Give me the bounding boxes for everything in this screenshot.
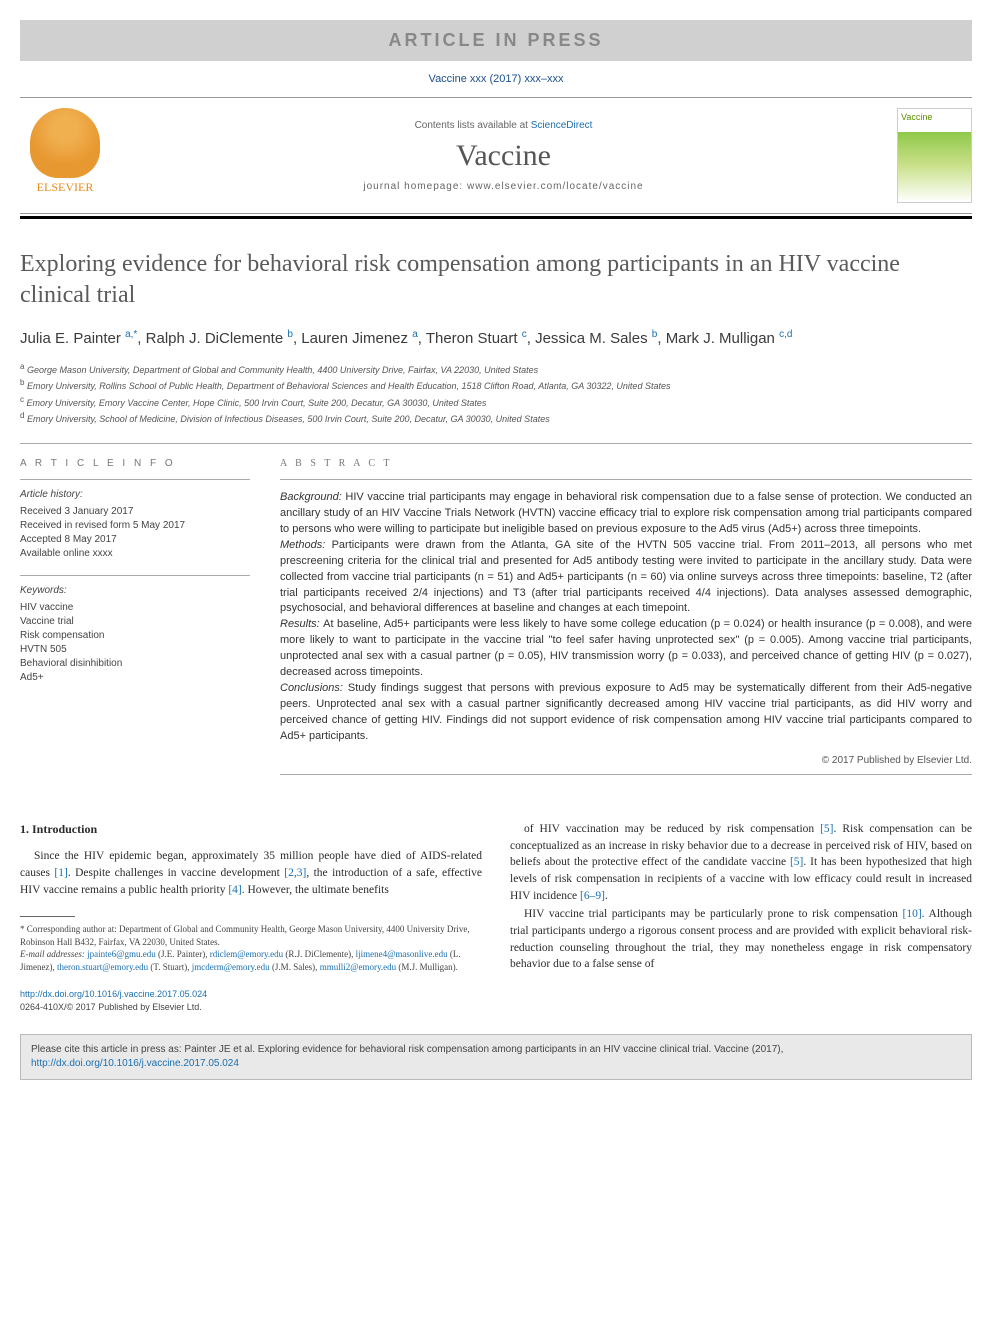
author: Theron Stuart c [426,330,527,347]
author: Mark J. Mulligan c,d [666,330,793,347]
author: Ralph J. DiClemente b [146,330,293,347]
abstract-col: A B S T R A C T Background: HIV vaccine … [280,458,972,785]
abstract-text: Background: HIV vaccine trial participan… [280,490,972,745]
author: Lauren Jimenez a [301,330,417,347]
keyword: Vaccine trial [20,615,250,629]
email-link[interactable]: mmulli2@emory.edu [320,962,396,972]
intro-paragraph-3: HIV vaccine trial participants may be pa… [510,906,972,973]
email-link[interactable]: ljimene4@masonlive.edu [356,949,448,959]
issn-copyright: 0264-410X/© 2017 Published by Elsevier L… [20,1002,202,1012]
homepage-label: journal homepage: [363,181,467,192]
emails-footnote: E-mail addresses: jpainte6@gmu.edu (J.E.… [20,948,482,973]
info-abstract-row: A R T I C L E I N F O Article history: R… [20,458,972,785]
keyword: Risk compensation [20,629,250,643]
affiliations-list: a George Mason University, Department of… [20,361,972,427]
cite-box: Please cite this article in press as: Pa… [20,1034,972,1080]
ref-link[interactable]: [6–9] [580,890,605,902]
article-info-col: A R T I C L E I N F O Article history: R… [20,458,250,785]
article-in-press-banner: ARTICLE IN PRESS [20,20,972,61]
contents-text: Contents lists available at [415,120,531,131]
ref-link[interactable]: [1] [54,867,67,879]
history-line: Received 3 January 2017 [20,505,250,519]
keyword: Behavioral disinhibition [20,657,250,671]
ref-link[interactable]: [5] [790,856,803,868]
email-link[interactable]: jpainte6@gmu.edu [87,949,156,959]
history-label: Article history: [20,488,250,502]
history-line: Received in revised form 5 May 2017 [20,519,250,533]
black-rule [20,216,972,219]
article-history-block: Article history: Received 3 January 2017… [20,479,250,561]
abstract-top-rule [280,479,972,480]
abstract-copyright: © 2017 Published by Elsevier Ltd. [280,755,972,766]
affiliation: c Emory University, Emory Vaccine Center… [20,394,972,411]
email-link[interactable]: jmcderm@emory.edu [192,962,270,972]
section-heading: 1. Introduction [20,821,482,838]
ref-link[interactable]: [5] [820,823,833,835]
top-citation: Vaccine xxx (2017) xxx–xxx [20,61,972,97]
intro-paragraph-2: of HIV vaccination may be reduced by ris… [510,821,972,904]
elsevier-logo: ELSEVIER [20,108,110,203]
affiliation: b Emory University, Rollins School of Pu… [20,377,972,394]
article-info-header: A R T I C L E I N F O [20,458,250,469]
abstract-header: A B S T R A C T [280,458,972,469]
homepage-url[interactable]: www.elsevier.com/locate/vaccine [467,181,644,192]
ref-link[interactable]: [4] [228,884,241,896]
affiliation: a George Mason University, Department of… [20,361,972,378]
email-link[interactable]: theron.stuart@emory.edu [57,962,148,972]
cite-doi-link[interactable]: http://dx.doi.org/10.1016/j.vaccine.2017… [31,1058,239,1069]
column-right: of HIV vaccination may be reduced by ris… [510,821,972,1014]
sciencedirect-link[interactable]: ScienceDirect [531,120,593,131]
journal-name: Vaccine [110,139,897,173]
keywords-block: Keywords: HIV vaccineVaccine trialRisk c… [20,575,250,685]
ref-link[interactable]: [2,3] [284,867,306,879]
abstract-bottom-rule [280,774,972,775]
doi-block: http://dx.doi.org/10.1016/j.vaccine.2017… [20,988,482,1014]
keyword: HIV vaccine [20,601,250,615]
ref-link[interactable]: [10] [903,908,922,920]
history-line: Available online xxxx [20,547,250,561]
keyword: Ad5+ [20,671,250,685]
body-columns: 1. Introduction Since the HIV epidemic b… [20,821,972,1014]
article-title: Exploring evidence for behavioral risk c… [20,249,972,311]
elsevier-label: ELSEVIER [37,180,94,195]
cover-label: Vaccine [901,112,932,122]
doi-link[interactable]: http://dx.doi.org/10.1016/j.vaccine.2017… [20,989,207,999]
affiliation: d Emory University, School of Medicine, … [20,410,972,427]
keyword: HVTN 505 [20,643,250,657]
cite-text: Please cite this article in press as: Pa… [31,1044,783,1055]
column-left: 1. Introduction Since the HIV epidemic b… [20,821,482,1014]
elsevier-tree-icon [30,108,100,178]
journal-header: ELSEVIER Contents lists available at Sci… [20,97,972,214]
header-center: Contents lists available at ScienceDirec… [110,120,897,192]
corresponding-footnote: * Corresponding author at: Department of… [20,923,482,948]
authors-list: Julia E. Painter a,*, Ralph J. DiClement… [20,327,972,351]
contents-line: Contents lists available at ScienceDirec… [110,120,897,131]
history-line: Accepted 8 May 2017 [20,533,250,547]
keywords-label: Keywords: [20,584,250,598]
journal-cover-thumb: Vaccine [897,108,972,203]
intro-paragraph-1: Since the HIV epidemic began, approximat… [20,848,482,898]
author: Julia E. Painter a,* [20,330,137,347]
journal-homepage: journal homepage: www.elsevier.com/locat… [110,181,897,192]
author: Jessica M. Sales b [535,330,657,347]
rule-above-info [20,443,972,444]
email-link[interactable]: rdiclem@emory.edu [210,949,283,959]
footnote-rule [20,916,75,917]
